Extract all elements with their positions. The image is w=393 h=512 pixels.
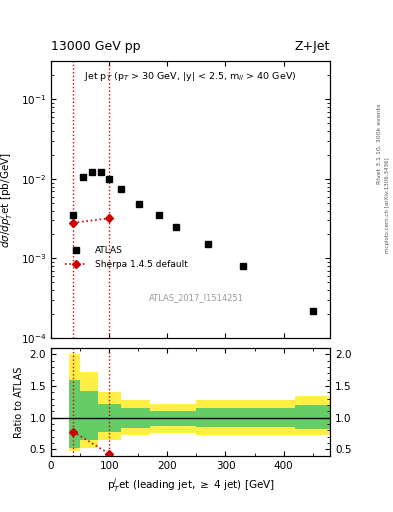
Text: Z+Jet: Z+Jet bbox=[295, 40, 330, 53]
ATLAS bbox=[107, 176, 112, 182]
Legend: ATLAS, Sherpa 1.4.5 default: ATLAS, Sherpa 1.4.5 default bbox=[61, 243, 191, 272]
Text: ATLAS_2017_I1514251: ATLAS_2017_I1514251 bbox=[149, 293, 244, 302]
ATLAS bbox=[119, 186, 123, 192]
Sherpa 1.4.5 default bbox=[71, 220, 75, 226]
Line: Sherpa 1.4.5 default: Sherpa 1.4.5 default bbox=[70, 216, 112, 226]
ATLAS bbox=[137, 201, 142, 207]
Line: ATLAS: ATLAS bbox=[70, 169, 316, 313]
Text: mcplots.cern.ch [arXiv:1306.3436]: mcplots.cern.ch [arXiv:1306.3436] bbox=[385, 157, 389, 252]
ATLAS bbox=[71, 212, 75, 218]
Text: Jet p$_{T}$ (p$_{T}$ > 30 GeV, |y| < 2.5, m$_{ll}$ > 40 GeV): Jet p$_{T}$ (p$_{T}$ > 30 GeV, |y| < 2.5… bbox=[84, 70, 297, 83]
Sherpa 1.4.5 default bbox=[107, 215, 112, 221]
ATLAS bbox=[156, 212, 161, 218]
ATLAS bbox=[310, 308, 315, 314]
ATLAS bbox=[174, 224, 178, 230]
ATLAS bbox=[90, 169, 94, 175]
ATLAS bbox=[98, 169, 103, 175]
ATLAS bbox=[206, 241, 210, 247]
ATLAS bbox=[81, 174, 85, 180]
Text: 13000 GeV pp: 13000 GeV pp bbox=[51, 40, 141, 53]
X-axis label: p$_{T}^{j}$et (leading jet, $\geq$ 4 jet) [GeV]: p$_{T}^{j}$et (leading jet, $\geq$ 4 jet… bbox=[107, 476, 275, 494]
Y-axis label: $d\sigma/dp_T^j\mathrm{et}$ [pb/GeV]: $d\sigma/dp_T^j\mathrm{et}$ [pb/GeV] bbox=[0, 152, 15, 248]
Y-axis label: Ratio to ATLAS: Ratio to ATLAS bbox=[14, 366, 24, 438]
ATLAS bbox=[241, 263, 245, 269]
Text: Rivet 3.1.10, 300k events: Rivet 3.1.10, 300k events bbox=[377, 103, 382, 184]
